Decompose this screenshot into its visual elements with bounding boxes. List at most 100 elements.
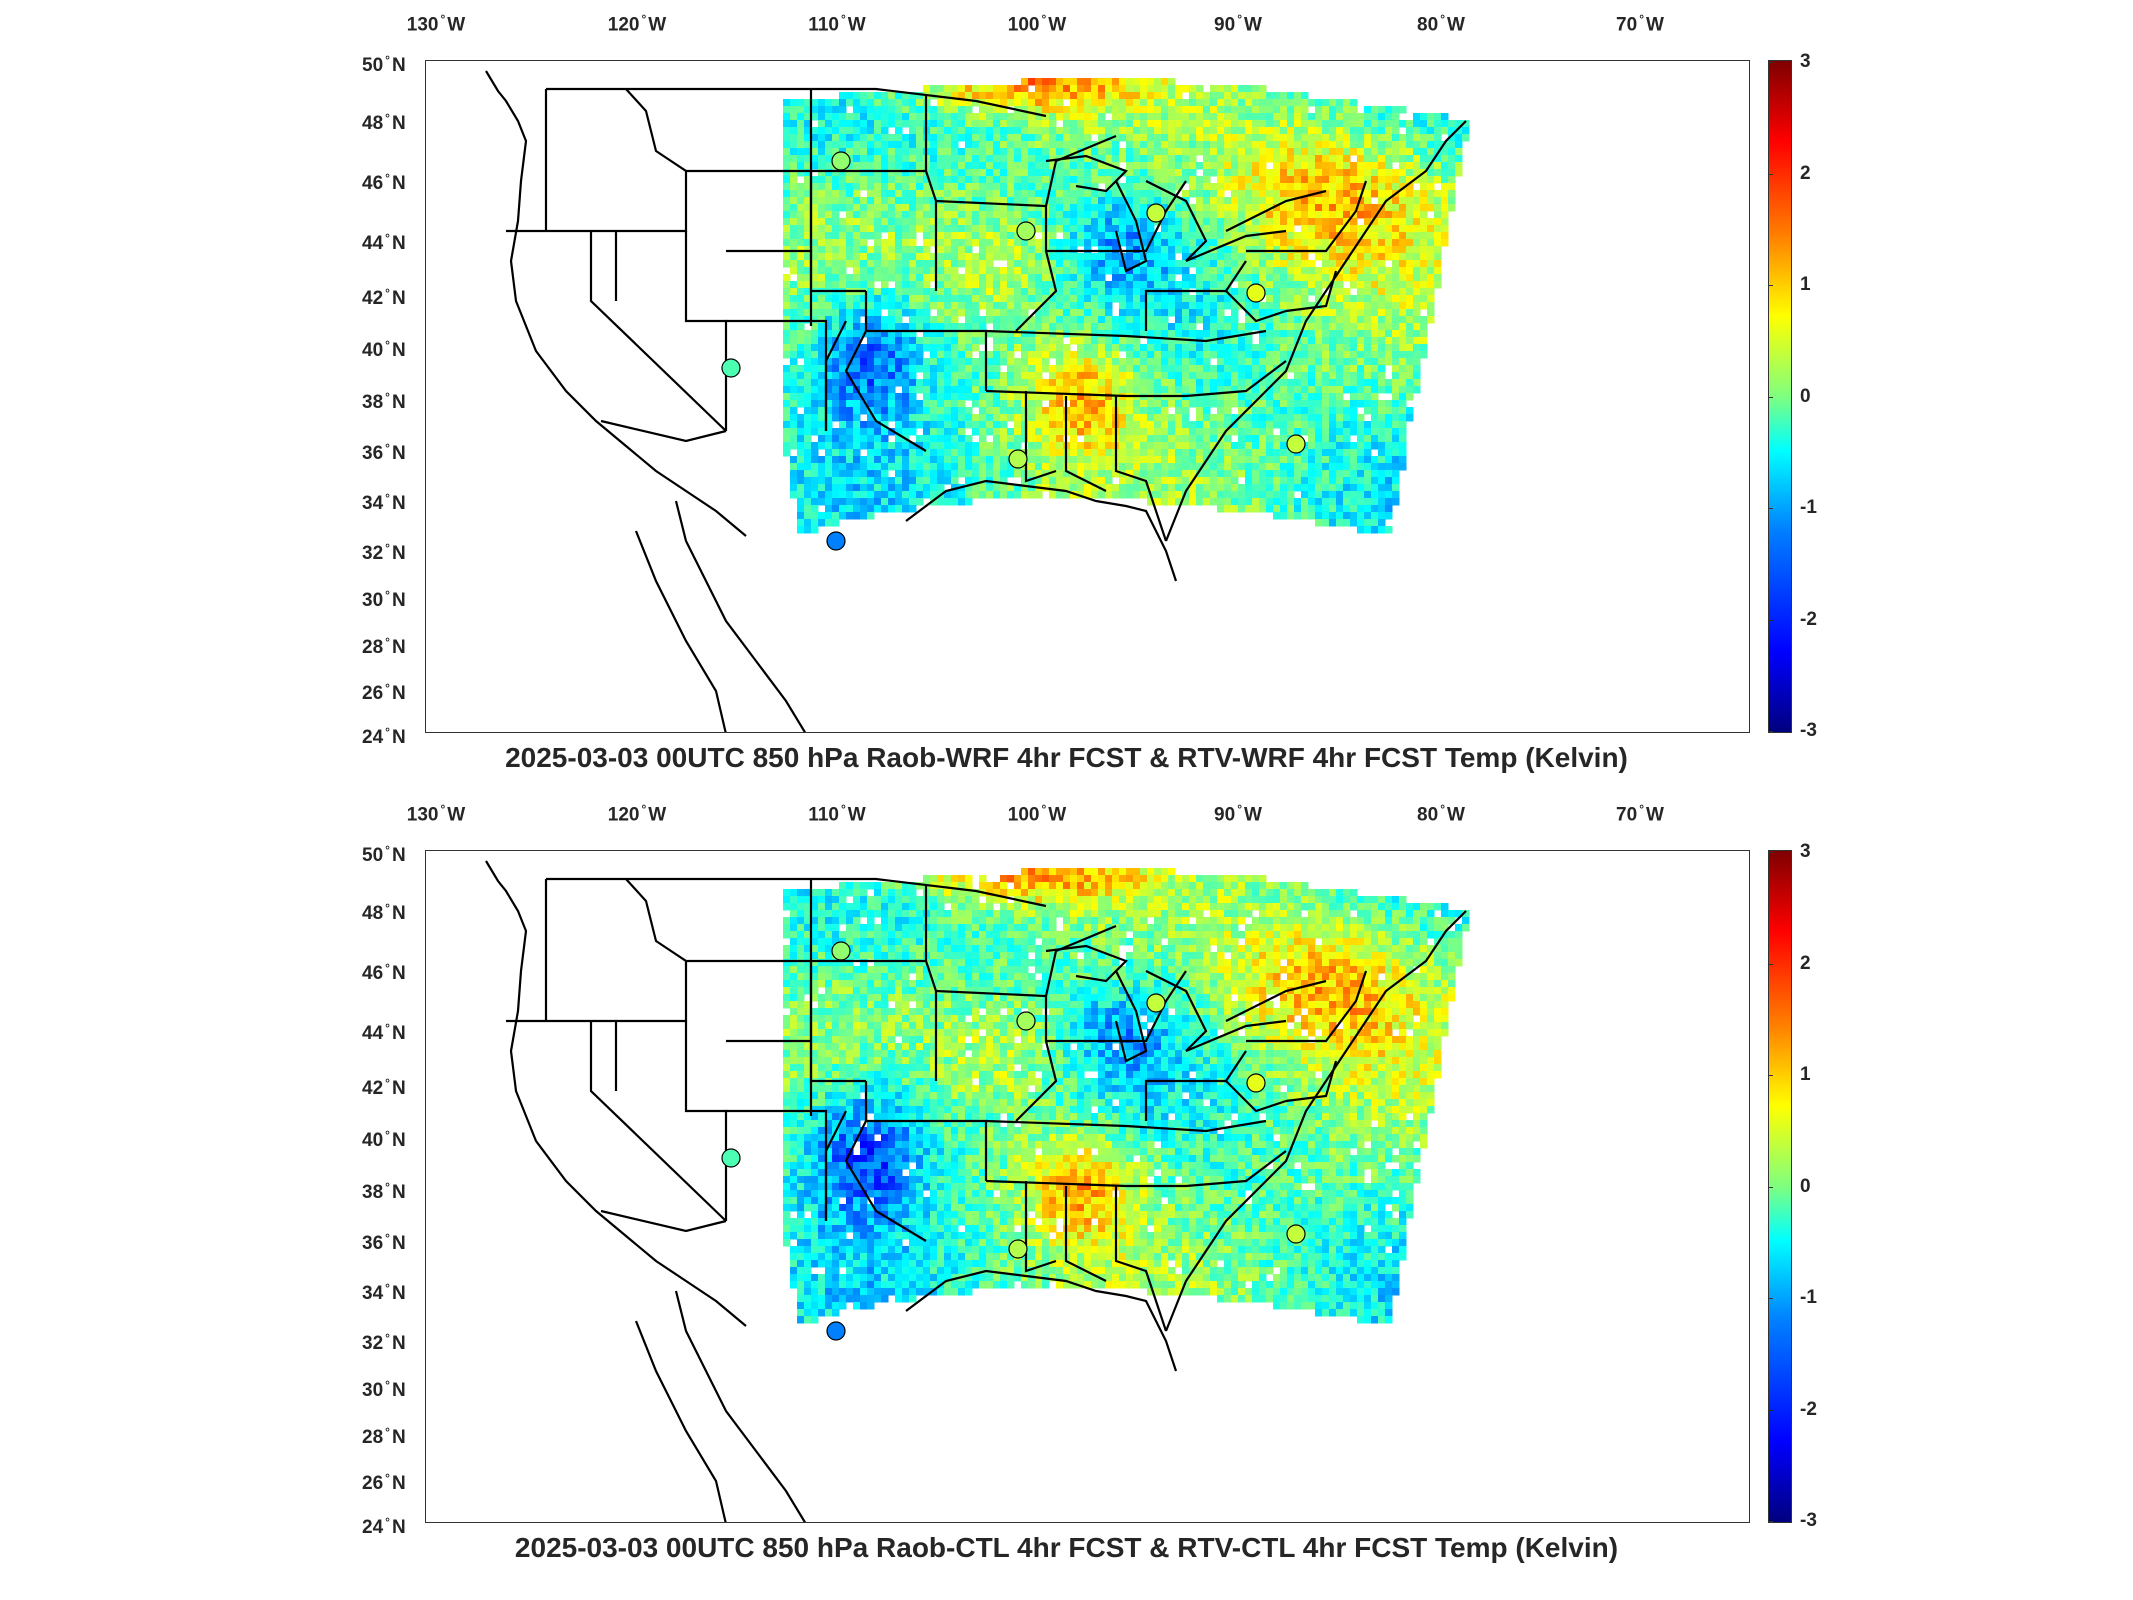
field-cell — [1357, 309, 1365, 317]
field-cell — [972, 295, 980, 303]
field-cell — [1315, 211, 1323, 219]
field-cell — [1084, 204, 1092, 212]
field-cell — [1329, 127, 1337, 135]
field-cell — [944, 134, 952, 142]
field-cell — [1098, 239, 1106, 247]
field-cell — [1343, 176, 1351, 184]
field-cell — [1028, 78, 1036, 86]
field-cell — [1406, 281, 1414, 289]
field-cell — [1301, 365, 1309, 373]
field-cell — [958, 295, 966, 303]
field-cell — [1280, 470, 1288, 478]
field-cell — [1175, 246, 1183, 254]
field-cell — [1413, 309, 1421, 317]
field-cell — [1007, 232, 1015, 240]
field-cell — [853, 225, 861, 233]
field-cell — [1021, 316, 1029, 324]
field-cell — [832, 414, 840, 422]
field-cell — [790, 302, 798, 310]
field-cell — [1238, 323, 1246, 331]
field-cell — [783, 120, 791, 128]
field-cell — [1238, 141, 1246, 149]
field-cell — [1392, 407, 1400, 415]
field-cell — [1000, 106, 1008, 114]
field-cell — [1105, 134, 1113, 142]
field-cell — [1203, 155, 1211, 163]
field-cell — [1245, 162, 1253, 170]
field-cell — [1140, 470, 1148, 478]
field-cell — [881, 253, 889, 261]
field-cell — [811, 442, 819, 450]
field-cell — [986, 225, 994, 233]
field-cell — [1175, 449, 1183, 457]
field-cell — [951, 435, 959, 443]
field-cell — [1280, 183, 1288, 191]
field-cell — [1203, 183, 1211, 191]
field-cell — [1231, 323, 1239, 331]
field-cell — [1308, 414, 1316, 422]
field-cell — [1315, 400, 1323, 408]
field-cell — [1378, 211, 1386, 219]
field-cell — [951, 190, 959, 198]
field-cell — [1119, 85, 1127, 93]
field-cell — [825, 316, 833, 324]
field-cell — [1336, 309, 1344, 317]
field-cell — [1371, 288, 1379, 296]
field-cell — [874, 274, 882, 282]
field-cell — [1140, 253, 1148, 261]
field-cell — [965, 442, 973, 450]
field-cell — [1091, 442, 1099, 450]
field-cell — [1007, 442, 1015, 450]
field-cell — [1427, 309, 1435, 317]
field-cell — [1021, 169, 1029, 177]
field-cell — [1189, 190, 1197, 198]
field-cell — [1175, 323, 1183, 331]
field-cell — [1385, 309, 1393, 317]
field-cell — [839, 400, 847, 408]
latitude-tick-label: 46 ° N — [362, 170, 406, 195]
field-cell — [1266, 183, 1274, 191]
field-cell — [1210, 372, 1218, 380]
field-cell — [1364, 204, 1372, 212]
latitude-tick-label: 32 ° N — [362, 540, 406, 565]
field-cell — [797, 190, 805, 198]
field-cell — [1210, 435, 1218, 443]
field-cell — [1308, 197, 1316, 205]
field-cell — [1245, 169, 1253, 177]
field-cell — [853, 197, 861, 205]
field-cell — [1308, 365, 1316, 373]
field-cell — [951, 267, 959, 275]
field-cell — [916, 323, 924, 331]
field-cell — [1217, 400, 1225, 408]
field-cell — [1140, 106, 1148, 114]
field-cell — [1217, 106, 1225, 114]
field-cell — [1224, 407, 1232, 415]
field-cell — [1021, 155, 1029, 163]
field-cell — [1266, 253, 1274, 261]
field-cell — [825, 176, 833, 184]
field-cell — [1098, 372, 1106, 380]
field-cell — [1133, 351, 1141, 359]
field-cell — [1182, 428, 1190, 436]
field-cell — [832, 190, 840, 198]
field-cell — [790, 309, 798, 317]
field-cell — [1266, 393, 1274, 401]
field-cell — [1392, 288, 1400, 296]
field-cell — [1098, 197, 1106, 205]
field-cell — [1126, 295, 1134, 303]
field-cell — [1406, 302, 1414, 310]
field-cell — [860, 225, 868, 233]
field-cell — [1343, 302, 1351, 310]
field-cell — [1266, 225, 1274, 233]
field-cell — [1000, 330, 1008, 338]
field-cell — [1112, 120, 1120, 128]
field-cell — [1203, 99, 1211, 107]
field-cell — [1105, 344, 1113, 352]
field-cell — [902, 148, 910, 156]
field-cell — [1343, 344, 1351, 352]
field-cell — [1294, 211, 1302, 219]
field-cell — [1371, 323, 1379, 331]
field-cell — [797, 365, 805, 373]
field-cell — [1119, 267, 1127, 275]
field-cell — [839, 449, 847, 457]
